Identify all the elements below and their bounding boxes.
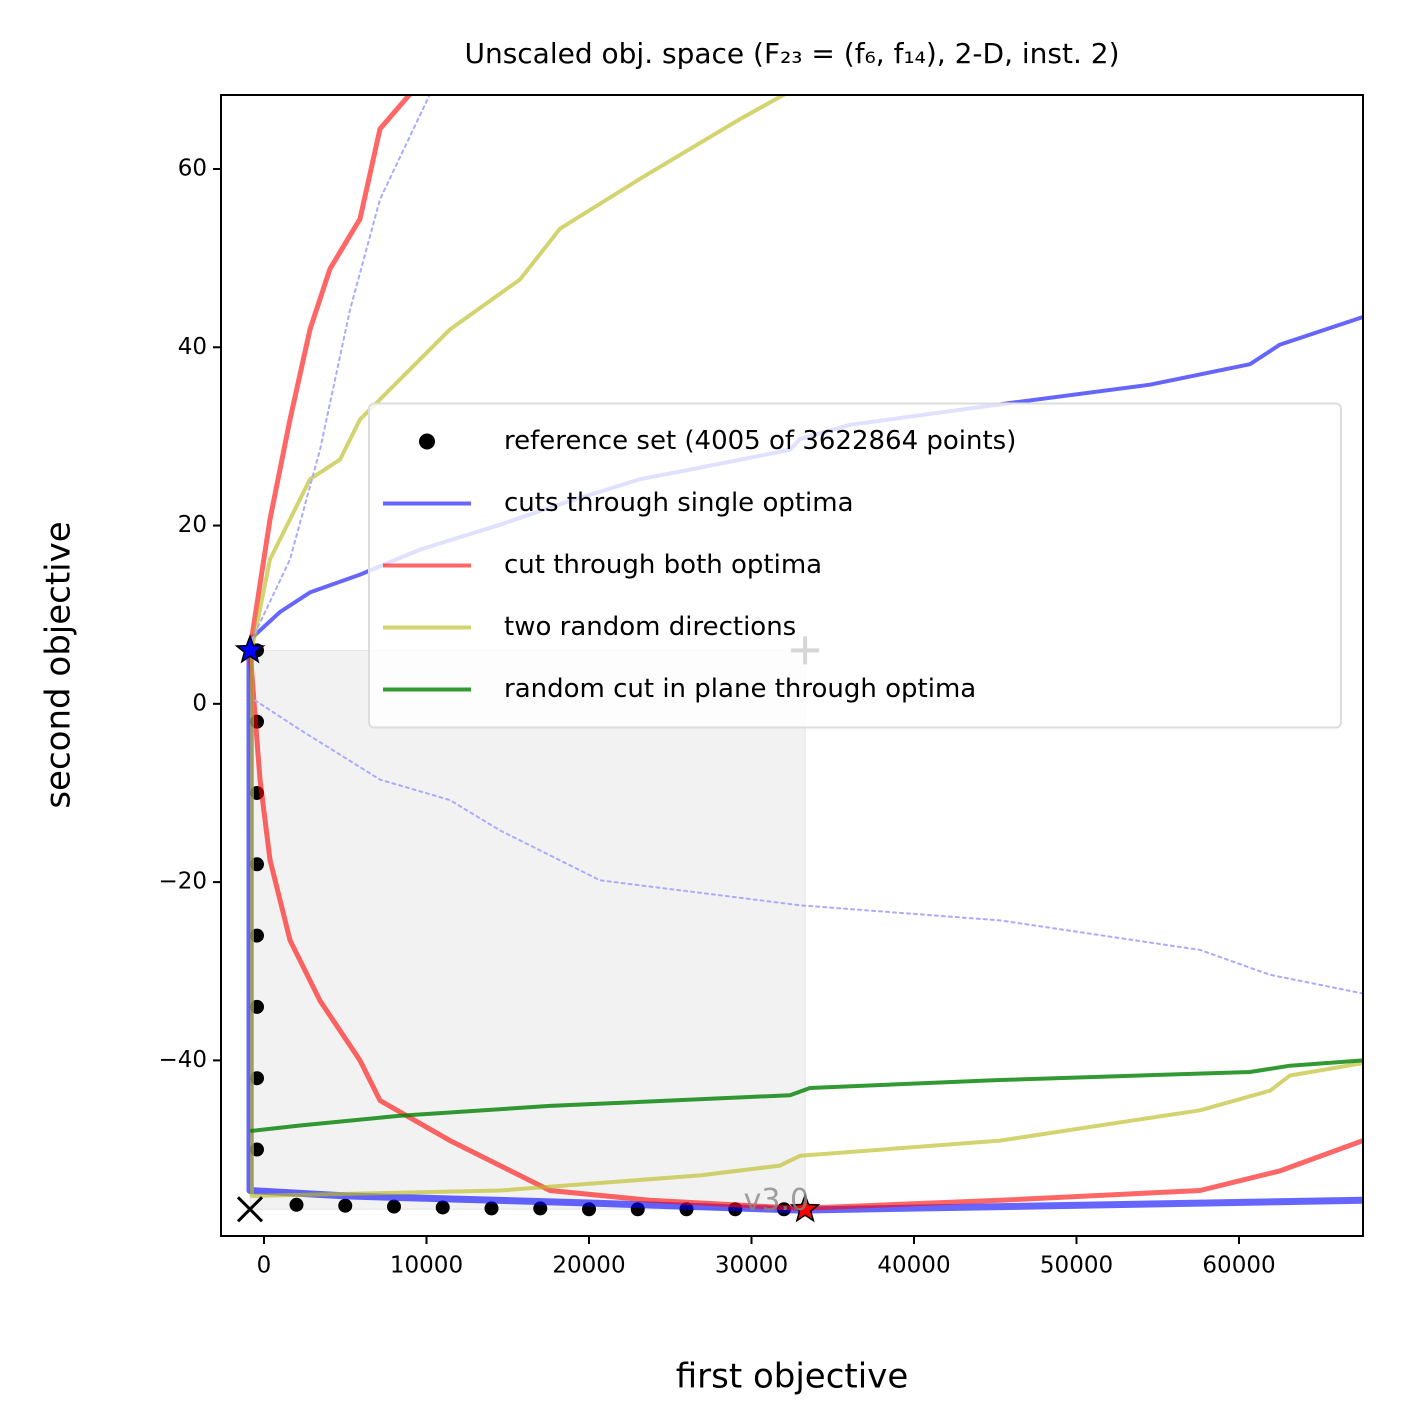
x-tick-label: 50000 <box>1040 1253 1113 1279</box>
legend-box <box>368 402 1342 729</box>
dotted-line <box>254 699 1363 995</box>
y-tick-label: 40 <box>178 334 207 360</box>
reference-point <box>289 1197 304 1212</box>
x-tick-label: 20000 <box>552 1253 625 1279</box>
reference-point <box>386 1199 401 1214</box>
x-tick-label: 30000 <box>715 1253 788 1279</box>
x-tick-label: 60000 <box>1202 1253 1275 1279</box>
x-tick-label: 0 <box>257 1253 272 1279</box>
y-tick-label: 0 <box>192 690 207 716</box>
nadir-cross <box>236 1196 264 1223</box>
series-line <box>247 95 1363 1211</box>
reference-point <box>338 1198 353 1213</box>
annotation: v3.0 <box>744 1183 809 1218</box>
legend-label: cuts through single optima <box>504 488 854 518</box>
legend-label: reference set (4005 of 3622864 points) <box>504 426 1016 456</box>
legend-marker <box>419 433 435 450</box>
y-tick-label: −20 <box>158 869 207 895</box>
chart-title: Unscaled obj. space (F₂₃ = (f₆, f₁₄), 2-… <box>464 37 1119 70</box>
series-line <box>250 1058 1363 1133</box>
series-line <box>250 95 1363 1198</box>
y-tick-label: 60 <box>178 155 207 181</box>
reference-point <box>484 1201 499 1216</box>
dominated-region <box>249 649 806 1210</box>
plot-frame <box>220 94 1364 1237</box>
plot-area <box>246 95 1363 1217</box>
y-tick-label: 20 <box>178 512 207 538</box>
x-tick-label: 10000 <box>390 1253 463 1279</box>
optimum-star <box>234 634 266 664</box>
legend-label: random cut in plane through optima <box>504 674 976 704</box>
optimum-star <box>789 1193 821 1223</box>
y-tick-label: −40 <box>158 1047 207 1073</box>
x-tick-label: 40000 <box>877 1253 950 1279</box>
y-axis-label: second objective <box>39 521 79 808</box>
x-axis-label: first objective <box>676 1357 909 1397</box>
legend-label: two random directions <box>504 612 796 642</box>
legend-label: cut through both optima <box>504 550 822 580</box>
dotted-line <box>251 95 431 641</box>
reference-point <box>435 1200 450 1215</box>
